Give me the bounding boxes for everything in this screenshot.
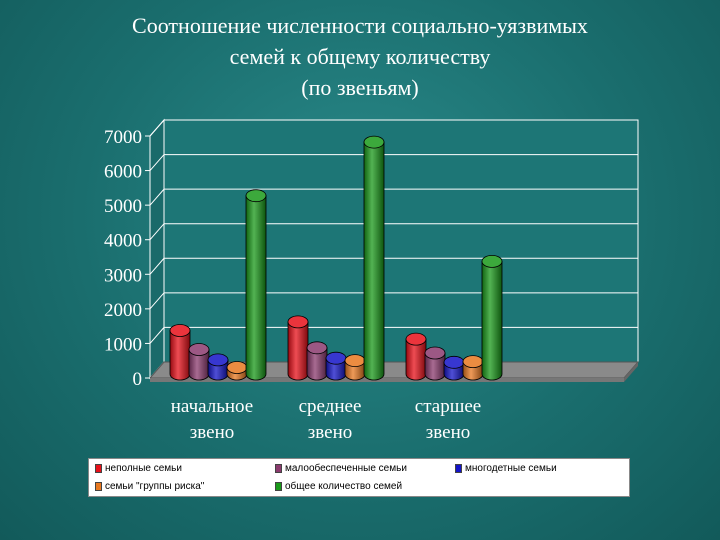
grid-line xyxy=(149,154,638,171)
bar-1-5 xyxy=(245,189,267,381)
legend-label: неполные семьи xyxy=(105,463,182,474)
legend-label: малообеспеченные семьи xyxy=(285,463,407,474)
y-tick-label: 1000 xyxy=(104,334,142,355)
chart-title: Соотношение численности социально-уязвим… xyxy=(0,10,720,103)
bar-1-1 xyxy=(169,324,191,381)
legend-swatch xyxy=(455,464,462,473)
grid-line xyxy=(149,292,638,310)
bar-3-5 xyxy=(481,254,503,381)
grid-line xyxy=(149,188,638,206)
legend: неполные семьи малообеспеченные семьи мног… xyxy=(88,458,630,497)
y-tick-label: 5000 xyxy=(104,196,142,217)
bar-1-4 xyxy=(226,361,248,381)
chart-walls xyxy=(148,118,640,382)
bar-body xyxy=(481,260,503,381)
legend-swatch xyxy=(95,482,102,491)
bar-3-2 xyxy=(424,346,446,381)
category-label-1-line-1: начальное xyxy=(171,396,253,417)
bar-3-3 xyxy=(443,355,465,381)
floor-edge xyxy=(624,362,638,382)
bar-top xyxy=(462,355,484,369)
bar-top xyxy=(325,351,347,365)
bar-top xyxy=(405,332,427,346)
title-line-3: (по звеньям) xyxy=(301,75,419,100)
y-tick-label: 2000 xyxy=(104,300,142,321)
bar-3-4 xyxy=(462,355,484,381)
y-tick-label: 7000 xyxy=(104,127,142,148)
back-wall xyxy=(163,119,639,363)
legend-swatch xyxy=(275,464,282,473)
bar-top xyxy=(424,346,446,360)
side-wall xyxy=(149,118,165,380)
bar-top xyxy=(481,254,503,268)
bar-top xyxy=(363,135,385,149)
legend-swatch xyxy=(275,482,282,491)
bar-2-4 xyxy=(344,354,366,381)
bar-body xyxy=(245,195,267,381)
bar-top xyxy=(306,341,328,355)
legend-label: семьи "группы риска" xyxy=(105,481,205,492)
category-label-1-line-2: звено xyxy=(190,422,234,443)
grid-lines xyxy=(145,119,638,379)
bar-2-5 xyxy=(363,135,385,381)
grid-line xyxy=(149,257,638,275)
bar-body xyxy=(363,141,385,381)
legend-label: многодетные семьи xyxy=(465,463,557,474)
bar-top xyxy=(344,354,366,367)
category-label-2-line-2: звено xyxy=(308,422,352,443)
category-label-3-line-2: звено xyxy=(426,422,470,443)
bar-body xyxy=(287,321,309,381)
bar-body xyxy=(169,330,191,381)
x-axis-categories: начальное звено среднее звено старшее звено xyxy=(171,396,481,443)
bar-top xyxy=(245,189,267,203)
bar-2-2 xyxy=(306,341,328,381)
floor-front-edge xyxy=(150,378,624,382)
legend-item-4: семьи "группы риска" xyxy=(95,481,204,492)
bar-1-2 xyxy=(188,343,210,381)
legend-label: общее количество семей xyxy=(285,481,403,492)
y-tick-label: 4000 xyxy=(104,231,142,252)
bar-3-1 xyxy=(405,332,427,381)
y-tick-label: 6000 xyxy=(104,162,142,183)
y-tick-label: 3000 xyxy=(104,265,142,286)
title-line-1: Соотношение численности социально-уязвим… xyxy=(132,13,588,38)
y-axis-ticks: 0 1000 2000 3000 4000 5000 6000 7000 xyxy=(104,127,142,390)
bar-top xyxy=(207,353,229,367)
bar-top xyxy=(226,361,248,374)
grid-line xyxy=(149,326,638,344)
legend-item-2: малообеспеченные семьи xyxy=(275,463,407,474)
bar-top xyxy=(443,355,465,369)
bar-1-3 xyxy=(207,353,229,381)
legend-swatch xyxy=(95,464,102,473)
category-label-3-line-1: старшее xyxy=(415,396,481,417)
bar-top xyxy=(169,324,191,337)
bar-2-1 xyxy=(287,315,309,381)
grid-line xyxy=(149,223,638,241)
legend-item-5: общее количество семей xyxy=(275,481,402,492)
bar-top xyxy=(287,315,309,329)
category-label-2-line-1: среднее xyxy=(299,396,362,417)
legend-item-1: неполные семьи xyxy=(95,463,182,474)
legend-item-3: многодетные семьи xyxy=(455,463,557,474)
y-tick-label: 0 xyxy=(133,369,143,390)
grid-line xyxy=(149,119,638,137)
bar-2-3 xyxy=(325,351,347,381)
title-line-2: семей к общему количеству xyxy=(229,44,491,69)
bars-layer xyxy=(169,135,503,381)
bar-top xyxy=(188,343,210,356)
